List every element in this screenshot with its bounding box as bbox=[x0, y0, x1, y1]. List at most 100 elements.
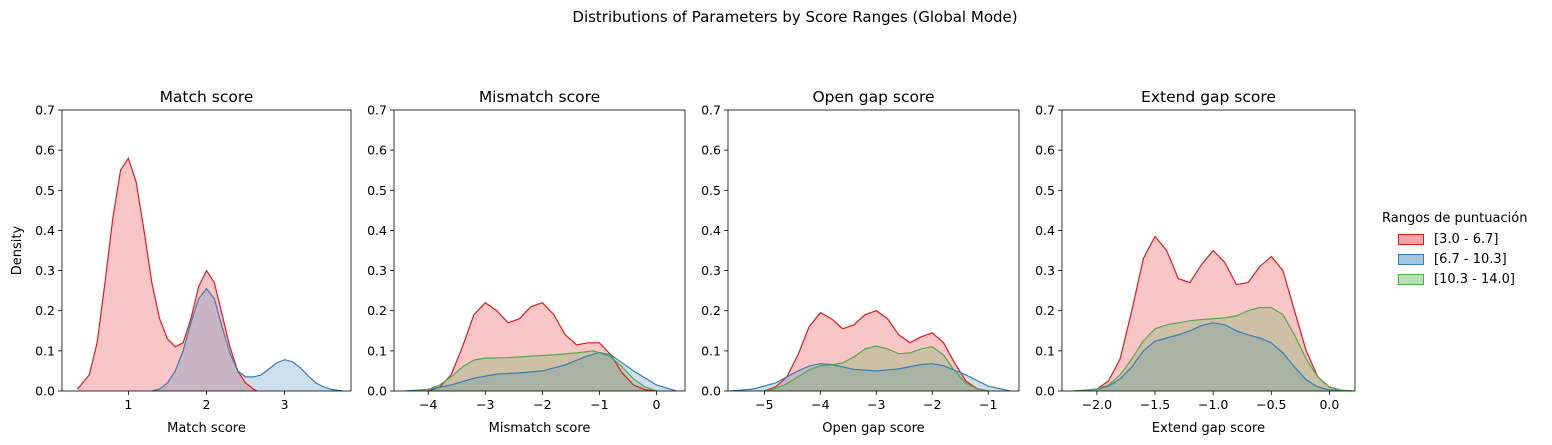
series-area-1 bbox=[1079, 236, 1353, 391]
series-line-3 bbox=[416, 350, 657, 391]
x-tick-label: −5 bbox=[755, 397, 773, 412]
series-lines bbox=[405, 301, 677, 391]
axes-frame bbox=[727, 109, 1020, 392]
y-tick-label: 0.1 bbox=[701, 343, 721, 358]
plot-area bbox=[405, 301, 677, 391]
x-tick-label: −1 bbox=[979, 397, 997, 412]
x-tick-label: −3 bbox=[867, 397, 885, 412]
series-area-2 bbox=[1073, 322, 1353, 391]
series-line-1 bbox=[77, 156, 258, 391]
series-line-3 bbox=[1073, 306, 1353, 391]
y-tick-label: 0.5 bbox=[701, 183, 721, 198]
x-tick-label: 3 bbox=[281, 397, 289, 412]
legend-item: [10.3 - 14.0] bbox=[1398, 270, 1527, 288]
x-tick-label: 1 bbox=[124, 397, 132, 412]
x-tick-label: −3 bbox=[476, 397, 494, 412]
axes-frame bbox=[393, 109, 686, 392]
legend: Rangos de puntuación [3.0 - 6.7] [6.7 - … bbox=[1382, 211, 1527, 290]
series-line-1 bbox=[428, 301, 657, 391]
y-tick-label: 0.6 bbox=[701, 143, 721, 158]
y-tick-label: 0.3 bbox=[1035, 263, 1055, 278]
y-tick-label: 0.3 bbox=[701, 263, 721, 278]
series-fills bbox=[77, 158, 344, 391]
x-tick-label: −4 bbox=[419, 397, 437, 412]
series-area-3 bbox=[764, 346, 989, 391]
y-tick-label: 0.5 bbox=[1035, 183, 1055, 198]
y-tick-label: 0.2 bbox=[1035, 303, 1055, 318]
y-tick-label: 0.3 bbox=[35, 263, 55, 278]
x-axis-label: Mismatch score bbox=[489, 421, 591, 436]
plot-area bbox=[1073, 235, 1353, 391]
series-fills bbox=[405, 302, 677, 391]
legend-swatch-1 bbox=[1398, 233, 1424, 245]
series-area-1 bbox=[428, 302, 657, 391]
y-tick-label: 0.0 bbox=[367, 384, 387, 399]
y-tick-label: 0.1 bbox=[35, 343, 55, 358]
subplot-title: Open gap score bbox=[812, 88, 934, 106]
series-fills bbox=[1073, 236, 1353, 391]
y-tick-label: 0.2 bbox=[701, 303, 721, 318]
series-area-2 bbox=[151, 288, 344, 391]
subplot-2: −4 −3 −2 −1 0 0.0 0.1 0.2 0.3 0.4 0.5 0.6 0.7 Mismatc… bbox=[367, 88, 686, 436]
series-lines bbox=[730, 310, 1011, 391]
plot-area bbox=[730, 310, 1011, 391]
x-tick-label: −1 bbox=[590, 397, 608, 412]
series-area-2 bbox=[405, 352, 677, 391]
y-tick-label: 0.2 bbox=[35, 303, 55, 318]
y-tick-label: 0.6 bbox=[1035, 143, 1055, 158]
series-area-1 bbox=[77, 158, 258, 391]
series-line-2 bbox=[405, 351, 677, 391]
series-lines bbox=[1073, 235, 1353, 391]
y-tick-label: 0.7 bbox=[701, 103, 721, 118]
y-tick-label: 0.6 bbox=[367, 143, 387, 158]
series-line-1 bbox=[764, 310, 989, 391]
series-area-1 bbox=[764, 310, 989, 391]
y-tick-label: 0.0 bbox=[701, 384, 721, 399]
subplot-4: −2.0 −1.5 −1.0 −0.5 0.0 0.0 0.1 0.2 0.3 0.4 0.5 0.6… bbox=[1035, 88, 1356, 436]
y-tick-label: 0.1 bbox=[367, 343, 387, 358]
y-tick-label: 0.2 bbox=[367, 303, 387, 318]
legend-swatch-3 bbox=[1398, 273, 1424, 285]
subplot-title: Extend gap score bbox=[1141, 88, 1276, 106]
figure-suptitle: Distributions of Parameters by Score Ran… bbox=[572, 8, 1018, 26]
subplot-title: Mismatch score bbox=[479, 88, 600, 106]
series-area-3 bbox=[1073, 307, 1353, 391]
x-tick-label: −1.0 bbox=[1198, 397, 1228, 412]
x-tick-label: −2 bbox=[533, 397, 551, 412]
y-tick-label: 0.6 bbox=[35, 143, 55, 158]
x-axis-label: Open gap score bbox=[822, 421, 924, 436]
x-tick-label: −4 bbox=[811, 397, 829, 412]
y-tick-label: 0.7 bbox=[1035, 103, 1055, 118]
x-tick-label: −2.0 bbox=[1082, 397, 1112, 412]
series-line-2 bbox=[151, 287, 344, 391]
subplot-title: Match score bbox=[160, 88, 254, 106]
y-tick-label: 0.7 bbox=[35, 103, 55, 118]
x-tick-label: −0.5 bbox=[1256, 397, 1286, 412]
x-tick-label: −1.5 bbox=[1140, 397, 1170, 412]
y-tick-label: 0.5 bbox=[367, 183, 387, 198]
x-tick-label: 0 bbox=[652, 397, 660, 412]
legend-label: [10.3 - 14.0] bbox=[1434, 271, 1515, 287]
series-lines bbox=[77, 156, 344, 391]
x-axis-label: Match score bbox=[167, 421, 246, 436]
series-line-2 bbox=[1073, 322, 1353, 391]
series-fills bbox=[730, 310, 1011, 391]
subplot-1: 1 2 3 0.0 0.1 0.2 0.3 0.4 0.5 0.6 0.7 Match score Ma… bbox=[35, 88, 352, 436]
y-tick-label: 0.0 bbox=[35, 384, 55, 399]
plot-area bbox=[77, 156, 344, 391]
y-tick-label: 0.4 bbox=[1035, 223, 1055, 238]
legend-label: [3.0 - 6.7] bbox=[1434, 231, 1499, 247]
series-line-1 bbox=[1079, 235, 1353, 391]
y-tick-label: 0.3 bbox=[367, 263, 387, 278]
legend-swatch-2 bbox=[1398, 253, 1424, 265]
x-tick-label: 0.0 bbox=[1319, 397, 1339, 412]
subplot-3: −5 −4 −3 −2 −1 0.0 0.1 0.2 0.3 0.4 0.5 0.6 0.7 Open g… bbox=[701, 88, 1020, 436]
y-tick-label: 0.1 bbox=[1035, 343, 1055, 358]
x-tick-label: 2 bbox=[203, 397, 211, 412]
axes-frame bbox=[1061, 109, 1356, 392]
y-tick-label: 0.4 bbox=[35, 223, 55, 238]
series-line-2 bbox=[730, 363, 1011, 391]
series-area-2 bbox=[730, 363, 1011, 391]
legend-label: [6.7 - 10.3] bbox=[1434, 251, 1507, 267]
